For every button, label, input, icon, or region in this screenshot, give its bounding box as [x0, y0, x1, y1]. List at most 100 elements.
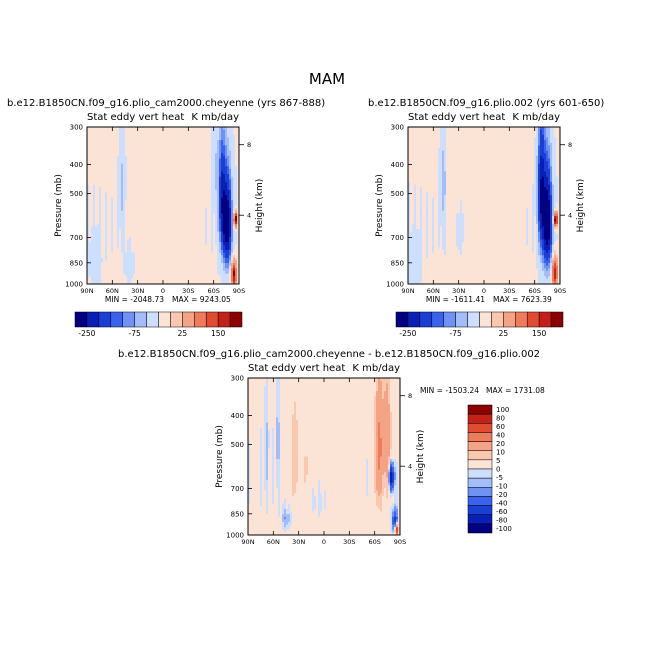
heatmap-cell	[99, 281, 102, 285]
heatmap-cell	[109, 127, 112, 131]
heatmap-cell	[103, 226, 106, 230]
heatmap-cell	[117, 260, 120, 264]
heatmap-cell	[91, 215, 94, 219]
heatmap-cell	[95, 187, 98, 191]
heatmap-cell	[93, 171, 96, 175]
heatmap-cell	[119, 176, 122, 180]
heatmap-cell	[89, 155, 92, 159]
heatmap-cell	[97, 278, 100, 282]
heatmap-cell	[103, 179, 106, 183]
heatmap-cell	[109, 223, 112, 227]
heatmap-cell	[117, 195, 120, 199]
heatmap-cell	[115, 150, 118, 154]
heatmap-cell	[107, 234, 110, 238]
heatmap-cell	[95, 197, 98, 201]
heatmap-cell	[97, 189, 100, 193]
heatmap-cell	[115, 153, 118, 157]
heatmap-cell	[121, 161, 124, 165]
heatmap-cell	[89, 268, 92, 272]
heatmap-cell	[101, 226, 104, 230]
heatmap-cell	[111, 205, 114, 209]
heatmap-cell	[89, 229, 92, 233]
heatmap-cell	[109, 161, 112, 165]
heatmap-cell	[103, 236, 106, 240]
heatmap-cell	[121, 197, 124, 201]
heatmap-cell	[101, 184, 104, 188]
heatmap-cell	[91, 218, 94, 222]
heatmap-cell	[121, 215, 124, 219]
heatmap-cell	[93, 166, 96, 170]
heatmap-cell	[119, 239, 122, 243]
heatmap-cell	[117, 265, 120, 269]
heatmap-cell	[99, 223, 102, 227]
heatmap-cell	[97, 179, 100, 183]
heatmap-cell	[93, 239, 96, 243]
heatmap-cell	[101, 189, 104, 193]
heatmap-cell	[87, 218, 90, 222]
heatmap-cell	[121, 171, 124, 175]
heatmap-cell	[115, 234, 118, 238]
heatmap-cell	[87, 205, 90, 209]
heatmap-cell	[89, 174, 92, 178]
heatmap-cell	[91, 202, 94, 206]
heatmap-cell	[91, 208, 94, 212]
heatmap-cell	[121, 210, 124, 214]
heatmap-cell	[115, 142, 118, 146]
heatmap-cell	[103, 171, 106, 175]
heatmap-cell	[113, 187, 116, 191]
heatmap-cell	[93, 163, 96, 167]
heatmap-cell	[103, 247, 106, 251]
colorbar-swatch	[134, 311, 147, 328]
heatmap-cell	[107, 181, 110, 185]
heatmap-cell	[119, 215, 122, 219]
heatmap-cell	[95, 161, 98, 165]
heatmap-cell	[87, 176, 90, 180]
heatmap-cell	[91, 163, 94, 167]
heatmap-cell	[121, 145, 124, 149]
heatmap-cell	[121, 187, 124, 191]
heatmap-cell	[99, 236, 102, 240]
heatmap-cell	[97, 200, 100, 204]
heatmap-cell	[103, 189, 106, 193]
heatmap-cell	[97, 208, 100, 212]
heatmap-cell	[121, 179, 124, 183]
heatmap-cell	[95, 244, 98, 248]
heatmap-cell	[109, 218, 112, 222]
heatmap-cell	[119, 140, 122, 144]
heatmap-cell	[89, 200, 92, 204]
heatmap-cell	[99, 158, 102, 162]
heatmap-cell	[103, 239, 106, 243]
heatmap-cell	[117, 208, 120, 212]
heatmap-cell	[87, 137, 90, 141]
heatmap-cell	[115, 276, 118, 280]
heatmap-cell	[119, 218, 122, 222]
heatmap-cell	[111, 181, 114, 185]
heatmap-cell	[89, 179, 92, 183]
heatmap-cell	[109, 281, 112, 285]
heatmap-cell	[103, 195, 106, 199]
heatmap-cell	[97, 226, 100, 230]
heatmap-cell	[107, 147, 110, 151]
heatmap-cell	[103, 278, 106, 282]
heatmap-cell	[115, 174, 118, 178]
heatmap-cell	[103, 187, 106, 191]
heatmap-cell	[107, 231, 110, 235]
heatmap-cell	[109, 187, 112, 191]
heatmap-cell	[101, 187, 104, 191]
heatmap-cell	[93, 242, 96, 246]
heatmap-cell	[87, 268, 90, 272]
heatmap-cell	[97, 231, 100, 235]
heatmap-cell	[109, 278, 112, 282]
heatmap-cell	[87, 171, 90, 175]
heatmap-cell	[91, 195, 94, 199]
heatmap-cell	[97, 158, 100, 162]
min-label: MIN = -2048.73	[105, 295, 164, 304]
heatmap-cell	[115, 249, 118, 253]
heatmap-cell	[93, 197, 96, 201]
heatmap-cell	[111, 150, 114, 154]
heatmap-cell	[117, 129, 120, 133]
heatmap-cell	[95, 200, 98, 204]
heatmap-cell	[93, 184, 96, 188]
heatmap-cell	[91, 239, 94, 243]
heatmap-cell	[109, 153, 112, 157]
